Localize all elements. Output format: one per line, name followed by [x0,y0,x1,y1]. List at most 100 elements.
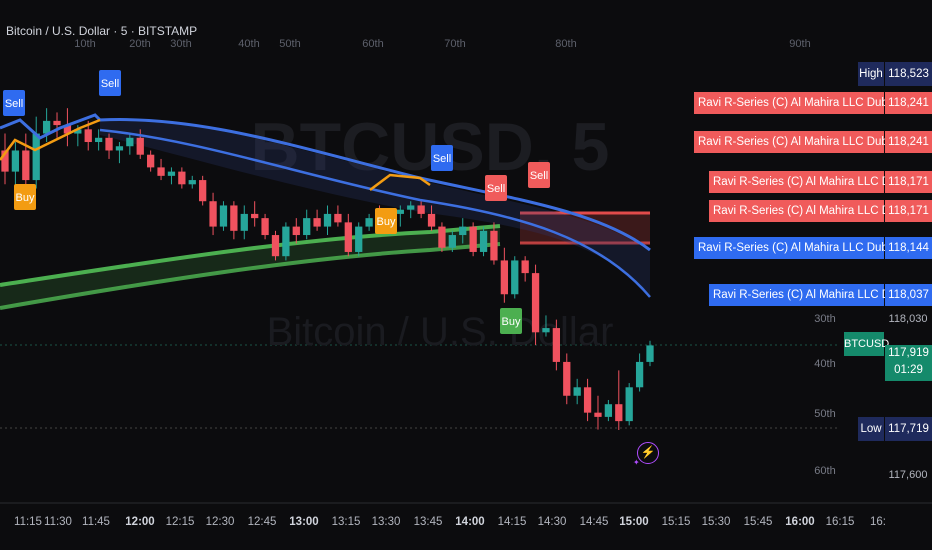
indicator-label: Ravi R-Series (C) Al Mahira LLC Dubai:DO… [694,237,932,259]
candle-body [563,361,571,396]
candle-body [209,201,217,227]
candle-body [625,387,633,422]
candle-body [521,260,529,274]
indicator-label: Ravi R-Series (C) Al Mahira LLC Dubai:UP [709,171,931,193]
candle-body [344,222,352,252]
signal-sell-tag: Sell [431,145,453,171]
watermark-description: Bitcoin / U.S. Dollar [267,310,614,354]
candle-body [531,273,540,333]
candle-body [115,146,124,151]
top-axis-label: 70th [444,38,465,50]
candle-body [583,387,592,413]
signal-sell-tag: Sell [485,175,507,201]
candle-body [427,213,436,227]
indicator-label: Ravi R-Series (C) Al Mahira LLC Dubai:DO… [694,131,932,153]
top-axis-label: 10th [74,38,95,50]
candle-body [365,218,373,227]
top-axis-label: 40th [238,38,259,50]
indicator-value: 118,241 [885,92,932,114]
candle-body [573,387,581,396]
low-price-value: 117,719 [885,417,932,441]
candle-body [230,205,238,231]
candle-body [635,361,644,388]
candle-body [147,154,155,168]
indicator-value: 118,171 [885,200,932,222]
time-axis-label: 11:30 [44,516,72,528]
signal-tag-label: Sell [433,153,451,165]
candle-body [42,120,51,134]
orange-line-mid [369,173,431,191]
top-axis-label: 90th [789,38,810,50]
low-label: Low [858,417,884,441]
top-axis-label: 50th [279,38,300,50]
candle-body [199,180,207,202]
signal-tag-bg [431,145,453,171]
time-axis-label: 16:00 [785,516,814,528]
time-axis-label: 15:00 [619,516,648,528]
sparkle-icon: ✦ [633,458,640,467]
candle-body [500,260,508,295]
indicator-value: 118,171 [885,171,932,193]
percentile-label: 50th [814,408,835,420]
candle-body [63,125,72,134]
signal-buy-tag: Buy [375,208,397,234]
signal-tag-label: Buy [377,216,396,228]
high-price-value: 118,523 [885,62,932,86]
chart-symbol-title[interactable]: Bitcoin / U.S. Dollar · 5 · BITSTAMP [6,24,198,38]
time-axis-label: 13:15 [332,516,361,528]
top-axis-label: 80th [555,38,576,50]
time-axis-label: 13:45 [414,516,443,528]
candle-body [334,213,342,223]
time-axis-label: 12:30 [206,516,235,528]
candle-body [251,213,259,219]
signal-buy-tag: Buy [500,308,522,334]
time-axis-label: 15:30 [702,516,731,528]
candle-body [282,226,290,257]
candle-body [417,205,425,214]
blue-trend-lower [99,128,651,298]
candle-body [32,133,40,181]
candle-body [271,235,280,257]
signal-tag-bg [500,308,522,334]
signal-sell-tag: Sell [528,162,550,188]
bar-countdown: 01:29 [894,364,923,376]
candle-body [479,230,488,252]
time-axis-label: 12:00 [125,516,154,528]
candle-body [188,180,196,185]
candle-body [303,218,311,236]
signal-tag-label: Sell [487,183,505,195]
candle-body [105,137,113,151]
top-axis-label: 30th [170,38,191,50]
time-axis-label: 15:15 [662,516,691,528]
price-axis-label: 117,600 [889,469,928,481]
percentile-label: 40th [814,358,835,370]
time-axis-label: 14:45 [580,516,609,528]
candle-body [11,150,20,172]
last-price-value: 117,919 [888,347,929,359]
top-axis-label: 20th [129,38,150,50]
percentile-label: 30th [814,313,835,325]
green-band-upper [0,224,501,287]
last-price-box: 117,919 01:29 [885,345,932,381]
candle-body [490,230,498,261]
signal-tag-bg [99,70,121,96]
time-axis-label: 12:45 [248,516,277,528]
candle-body [22,150,30,181]
indicator-label: Ravi R-Series (C) Al Mahira LLC Dubai:DO… [694,92,932,114]
candle-body [167,171,176,176]
time-axis-label: 11:45 [82,516,110,528]
signal-tag-label: Sell [530,170,548,182]
candle-body [448,235,456,248]
lightning-icon[interactable]: ⚡ [637,442,659,464]
high-label: High [858,62,884,86]
time-axis-label: 13:00 [289,516,318,528]
signal-tag-bg [485,175,507,201]
signal-sell-tag: Sell [3,90,25,116]
time-axis-label: 12:15 [166,516,195,528]
candle-body [438,226,446,248]
indicator-label: Ravi R-Series (C) Al Mahira LLC Dubai:UP [709,200,931,222]
candle-body [84,129,92,143]
indicator-label: Ravi R-Series (C) Al Mahira LLC Dubai:UP [709,284,931,306]
candle-body [178,171,186,185]
